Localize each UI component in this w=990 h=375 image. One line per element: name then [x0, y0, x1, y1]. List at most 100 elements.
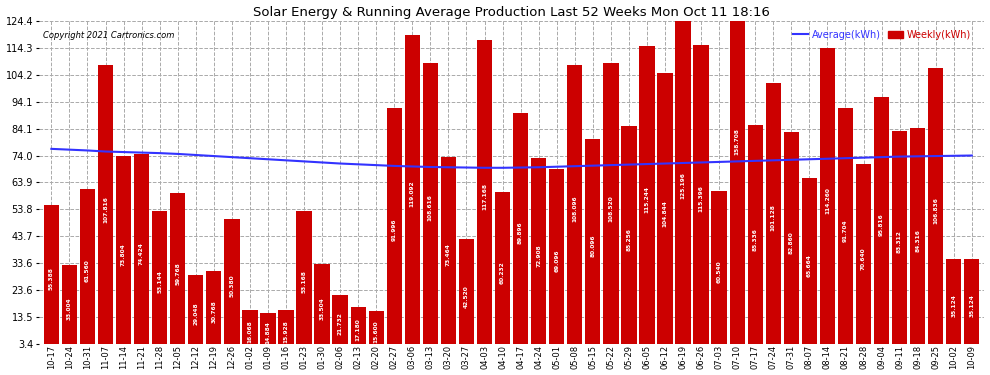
- Bar: [712, 191, 727, 353]
- Text: 70.640: 70.640: [861, 248, 866, 270]
- Text: 42.520: 42.520: [464, 285, 469, 308]
- Text: 35.124: 35.124: [951, 295, 956, 318]
- Text: 30.768: 30.768: [211, 300, 216, 323]
- Bar: [567, 64, 582, 353]
- Text: 85.256: 85.256: [627, 228, 632, 251]
- Text: 53.168: 53.168: [302, 270, 307, 293]
- Bar: [730, 0, 744, 353]
- Bar: [765, 83, 781, 353]
- Text: 83.312: 83.312: [897, 230, 902, 253]
- Text: 17.180: 17.180: [355, 319, 360, 341]
- Title: Solar Energy & Running Average Production Last 52 Weeks Mon Oct 11 18:16: Solar Energy & Running Average Productio…: [253, 6, 770, 18]
- Bar: [188, 275, 203, 353]
- Bar: [80, 189, 95, 353]
- Text: Copyright 2021 Cartronics.com: Copyright 2021 Cartronics.com: [44, 31, 175, 40]
- Bar: [892, 131, 907, 353]
- Bar: [116, 156, 132, 353]
- Bar: [874, 98, 889, 353]
- Text: 35.124: 35.124: [969, 295, 974, 318]
- Text: 108.520: 108.520: [608, 195, 614, 222]
- Text: 84.316: 84.316: [915, 229, 920, 252]
- Bar: [747, 125, 763, 353]
- Text: 61.560: 61.560: [85, 260, 90, 282]
- Text: 65.664: 65.664: [807, 254, 812, 277]
- Bar: [784, 132, 799, 353]
- Bar: [224, 219, 240, 353]
- Text: 60.232: 60.232: [500, 261, 505, 284]
- Bar: [495, 192, 510, 353]
- Text: 14.884: 14.884: [265, 322, 270, 345]
- Text: 15.928: 15.928: [283, 320, 288, 343]
- Bar: [368, 311, 384, 353]
- Bar: [296, 211, 312, 353]
- Bar: [675, 19, 691, 353]
- Bar: [61, 265, 77, 353]
- Text: 95.816: 95.816: [879, 214, 884, 237]
- Text: 117.168: 117.168: [482, 183, 487, 210]
- Bar: [549, 169, 564, 353]
- Bar: [458, 240, 474, 353]
- Text: 33.504: 33.504: [320, 297, 325, 320]
- Text: 50.380: 50.380: [230, 274, 235, 297]
- Bar: [622, 126, 637, 353]
- Bar: [405, 35, 420, 353]
- Bar: [657, 73, 672, 353]
- Text: 125.196: 125.196: [680, 172, 685, 200]
- Bar: [260, 313, 275, 353]
- Bar: [170, 194, 185, 353]
- Legend: Average(kWh), Weekly(kWh): Average(kWh), Weekly(kWh): [789, 26, 975, 44]
- Text: 72.908: 72.908: [537, 244, 542, 267]
- Bar: [513, 113, 529, 353]
- Text: 16.068: 16.068: [248, 320, 252, 343]
- Text: 107.816: 107.816: [103, 196, 108, 222]
- Text: 82.860: 82.860: [789, 231, 794, 254]
- Bar: [350, 307, 366, 353]
- Bar: [477, 40, 492, 353]
- Bar: [278, 310, 294, 353]
- Text: 108.096: 108.096: [572, 195, 577, 222]
- Text: 74.424: 74.424: [140, 242, 145, 265]
- Bar: [315, 264, 330, 353]
- Text: 21.732: 21.732: [338, 312, 343, 335]
- Text: 91.704: 91.704: [842, 219, 848, 242]
- Text: 29.048: 29.048: [193, 303, 198, 326]
- Text: 119.092: 119.092: [410, 181, 415, 207]
- Bar: [206, 271, 222, 353]
- Bar: [423, 63, 438, 353]
- Bar: [964, 259, 979, 353]
- Bar: [387, 108, 402, 353]
- Bar: [946, 259, 961, 353]
- Text: 55.388: 55.388: [49, 268, 53, 291]
- Bar: [693, 45, 709, 353]
- Text: 73.464: 73.464: [446, 243, 450, 266]
- Text: 60.540: 60.540: [717, 261, 722, 284]
- Bar: [98, 65, 113, 353]
- Text: 80.096: 80.096: [590, 235, 595, 257]
- Text: 15.600: 15.600: [374, 321, 379, 344]
- Bar: [531, 158, 546, 353]
- Bar: [802, 178, 817, 353]
- Bar: [333, 295, 347, 353]
- Bar: [855, 165, 871, 353]
- Text: 108.616: 108.616: [428, 195, 433, 222]
- Bar: [928, 68, 943, 353]
- Text: 158.708: 158.708: [735, 128, 740, 154]
- Text: 115.396: 115.396: [699, 186, 704, 212]
- Bar: [44, 205, 59, 353]
- Bar: [603, 63, 619, 353]
- Bar: [585, 139, 601, 353]
- Text: 91.996: 91.996: [392, 219, 397, 242]
- Bar: [820, 48, 836, 353]
- Text: 85.336: 85.336: [752, 228, 757, 251]
- Text: 104.844: 104.844: [662, 200, 667, 226]
- Text: 89.896: 89.896: [518, 222, 523, 245]
- Text: 33.004: 33.004: [67, 297, 72, 320]
- Bar: [441, 157, 456, 353]
- Text: 101.128: 101.128: [771, 205, 776, 231]
- Text: 114.260: 114.260: [825, 187, 830, 214]
- Text: 59.768: 59.768: [175, 262, 180, 285]
- Bar: [910, 128, 926, 353]
- Bar: [134, 154, 149, 353]
- Text: 53.144: 53.144: [157, 271, 162, 294]
- Bar: [243, 310, 257, 353]
